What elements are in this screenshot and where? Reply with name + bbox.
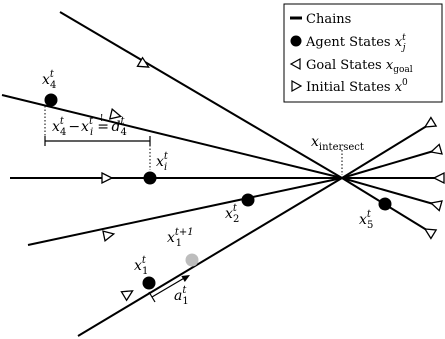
initial-state-marker — [136, 56, 150, 68]
goal-state-marker — [432, 171, 445, 185]
action-arrow-shaft — [151, 276, 187, 298]
legend: Chains Agent States xt j Goal States xgoa… — [283, 3, 443, 103]
agent-state-x5 — [378, 197, 392, 211]
initial-state-marker — [108, 107, 123, 120]
action-arrow-head — [181, 275, 190, 283]
legend-row-agent: Agent States xt j — [290, 33, 406, 53]
legend-goal-swatch — [289, 57, 301, 71]
legend-box — [283, 3, 443, 103]
legend-row-chains: Chains — [290, 12, 351, 27]
legend-agent-swatch — [290, 35, 302, 47]
agent-state-x1 — [142, 276, 156, 290]
legend-agent-label: Agent States xt j — [305, 33, 406, 53]
initial-states — [101, 56, 150, 302]
legend-initial-label: Initial States x0 — [306, 78, 408, 95]
chain-line — [341, 149, 438, 179]
goal-state-marker — [423, 228, 438, 240]
initial-state-marker — [120, 290, 134, 302]
agent-state-xi — [143, 171, 157, 185]
chain-line — [341, 123, 431, 179]
label-distance: xt 4 −xt i =! dt 4 — [52, 114, 127, 138]
chain-line — [27, 177, 343, 246]
chain-line — [1, 94, 343, 179]
agent-state-x4 — [44, 93, 58, 107]
initial-state-marker — [102, 230, 116, 243]
label-x1-next: xt+1 1 — [167, 227, 194, 249]
goal-state-marker — [429, 143, 443, 155]
agent-state-x1-next — [185, 253, 199, 267]
label-x4: xt 4 — [42, 69, 56, 91]
label-intersect: xintersect — [311, 134, 364, 153]
goal-state-marker — [429, 200, 443, 212]
chain-line — [77, 177, 343, 337]
agent-state-x2 — [241, 193, 255, 207]
legend-initial-swatch — [291, 79, 303, 93]
initial-state-marker — [101, 171, 114, 185]
distance-bracket — [44, 106, 151, 170]
agent-states — [44, 93, 392, 290]
label-xi: xt i — [156, 151, 169, 173]
action-arrow-tail — [148, 291, 156, 303]
legend-chains-label: Chains — [306, 12, 351, 27]
goal-state-marker — [423, 116, 438, 128]
chains — [1, 11, 441, 337]
legend-row-initial: Initial States x0 — [291, 78, 408, 95]
label-x5: xt 5 — [359, 209, 373, 231]
legend-row-goal: Goal States xgoal — [289, 57, 413, 75]
chain-line — [341, 177, 438, 206]
label-x2: xt 2 — [225, 203, 239, 225]
chain-line — [59, 11, 343, 179]
goal-states — [423, 116, 445, 240]
action-arrow — [148, 275, 190, 303]
label-x1: xt 1 — [134, 255, 148, 277]
legend-goal-label: Goal States xgoal — [306, 58, 413, 75]
label-a1: at 1 — [174, 285, 189, 307]
